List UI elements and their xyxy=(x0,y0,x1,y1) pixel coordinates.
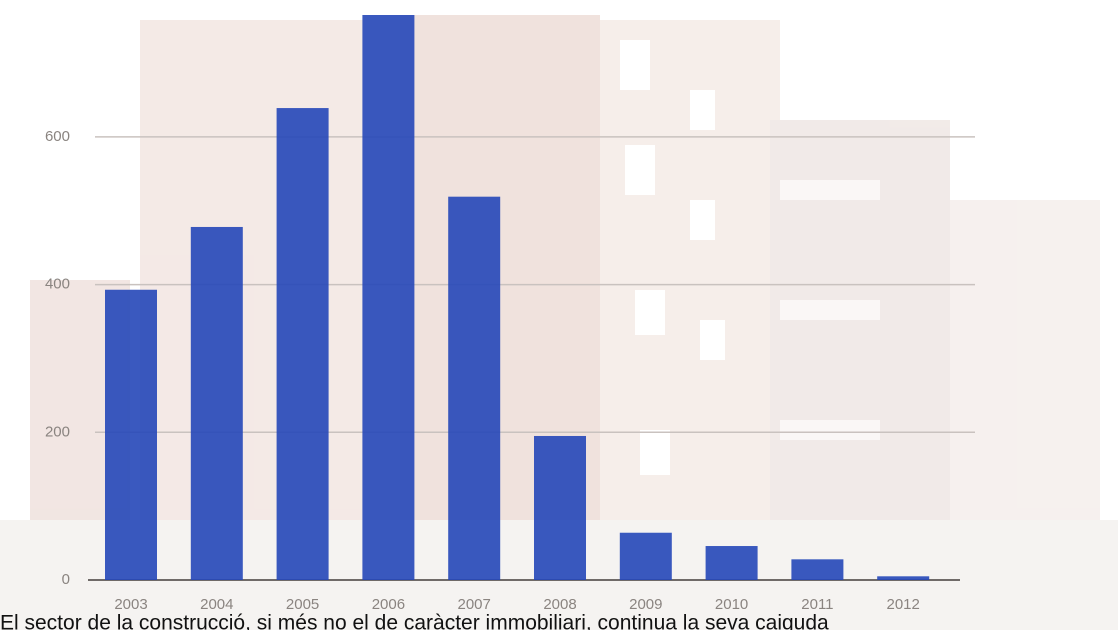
y-tick-label: 400 xyxy=(45,276,70,293)
bar xyxy=(534,435,586,580)
y-tick-label: 600 xyxy=(45,128,70,145)
y-tick-label: 200 xyxy=(45,423,70,440)
x-tick-label: 2005 xyxy=(286,596,319,613)
bar xyxy=(877,576,930,580)
bar xyxy=(276,108,329,580)
x-tick-label: 2004 xyxy=(200,596,233,613)
x-tick-label: 2009 xyxy=(629,596,662,613)
x-tick-label: 2007 xyxy=(458,596,491,613)
bar xyxy=(190,226,243,580)
x-tick-label: 2010 xyxy=(715,596,748,613)
bar xyxy=(705,546,758,580)
bar xyxy=(619,532,672,580)
x-tick-label: 2008 xyxy=(543,596,576,613)
y-tick-label: 0 xyxy=(62,571,70,588)
bar xyxy=(362,15,415,580)
bar xyxy=(105,289,157,580)
x-tick-label: 2006 xyxy=(372,596,405,613)
bar xyxy=(448,196,501,580)
caption: El sector de la construcció, si més no e… xyxy=(0,612,829,630)
bar xyxy=(791,559,844,580)
x-tick-label: 2011 xyxy=(801,596,833,613)
plot-area: 0 200 400 600 2003 2004 2005 2006 2007 2008 2009 20… xyxy=(45,15,975,613)
x-tick-label: 2012 xyxy=(887,596,920,613)
x-tick-label: 2003 xyxy=(114,596,147,613)
